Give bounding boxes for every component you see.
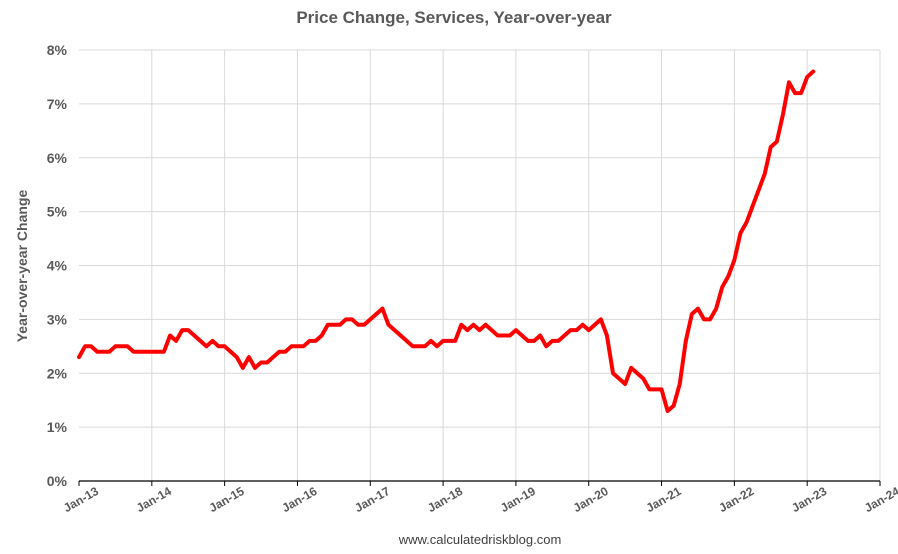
chart-title: Price Change, Services, Year-over-year (296, 8, 612, 27)
x-tick-label: Jan-15 (207, 484, 247, 515)
y-tick-label: 7% (47, 96, 68, 112)
x-axis: Jan-13 Jan-14 Jan-15 Jan-16 Jan-17 Jan-18 Jan-… (61, 480, 898, 515)
x-tick-label: Jan-16 (279, 484, 319, 515)
x-tick-label: Jan-19 (498, 484, 538, 515)
y-tick-label: 6% (47, 150, 68, 166)
y-tick-label: 2% (47, 365, 68, 381)
x-tick-label: Jan-13 (61, 484, 101, 515)
y-tick-label: 1% (47, 419, 68, 435)
x-tick-label: Jan-18 (425, 484, 465, 515)
x-tick-label: Jan-14 (134, 484, 174, 515)
source-credit: www.calculatedriskblog.com (398, 532, 562, 547)
y-tick-label: 8% (47, 42, 68, 58)
y-tick-label: 3% (47, 311, 68, 327)
x-tick-label: Jan-21 (644, 484, 684, 515)
x-tick-label: Jan-20 (571, 484, 611, 515)
y-tick-label: 0% (47, 473, 68, 489)
x-tick-label: Jan-17 (352, 484, 392, 515)
x-tick-label: Jan-22 (716, 484, 756, 515)
y-axis-ticks: 0% 1% 2% 3% 4% 5% 6% 7% 8% (47, 42, 68, 489)
series-group (77, 69, 816, 413)
x-tick-label: Jan-23 (789, 484, 829, 515)
x-tick-label: Jan-24 (862, 484, 898, 515)
grid (79, 49, 881, 481)
y-tick-label: 4% (47, 258, 68, 274)
y-axis-label: Year-over-year Change (14, 190, 30, 343)
y-tick-label: 5% (47, 204, 68, 220)
series-line (77, 69, 816, 413)
